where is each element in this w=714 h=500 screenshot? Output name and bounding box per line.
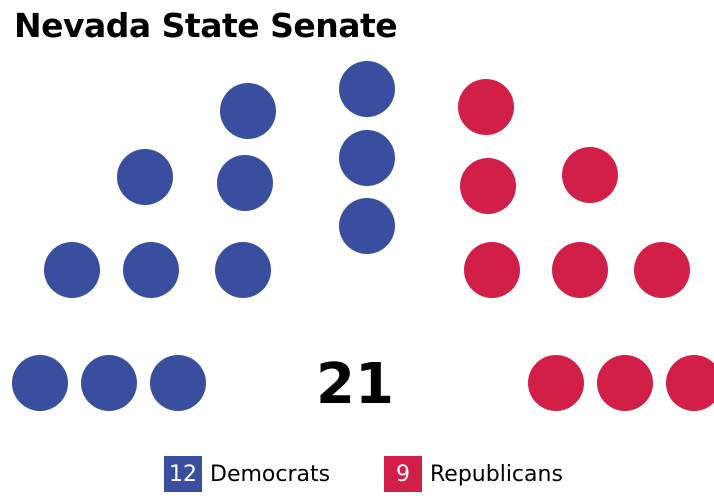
seat-republican bbox=[458, 79, 514, 135]
seat-democrat bbox=[220, 83, 276, 139]
seat-democrat bbox=[217, 155, 273, 211]
seat-republican bbox=[666, 355, 714, 411]
seat-republican bbox=[597, 355, 653, 411]
seat-democrat bbox=[81, 355, 137, 411]
republicans-label: Republicans bbox=[430, 461, 563, 487]
seat-republican bbox=[634, 242, 690, 298]
seat-democrat bbox=[12, 355, 68, 411]
democrats-label: Democrats bbox=[210, 461, 331, 487]
legend-democrats: 12 Democrats bbox=[164, 456, 330, 492]
republicans-seat-count: 9 bbox=[384, 456, 422, 492]
seat-democrat bbox=[117, 149, 173, 205]
total-seats: 21 bbox=[316, 352, 394, 417]
seat-democrat bbox=[123, 242, 179, 298]
seat-republican bbox=[464, 242, 520, 298]
seat-democrat bbox=[339, 130, 395, 186]
seat-republican bbox=[562, 147, 618, 203]
chart-title: Nevada State Senate bbox=[14, 6, 398, 45]
seat-republican bbox=[460, 158, 516, 214]
seat-democrat bbox=[339, 198, 395, 254]
seat-democrat bbox=[215, 242, 271, 298]
democrats-seat-count: 12 bbox=[164, 456, 202, 492]
legend-republicans: 9 Republicans bbox=[384, 456, 563, 492]
seat-democrat bbox=[150, 355, 206, 411]
seat-republican bbox=[552, 242, 608, 298]
seat-republican bbox=[528, 355, 584, 411]
seat-democrat bbox=[339, 61, 395, 117]
seat-democrat bbox=[44, 242, 100, 298]
